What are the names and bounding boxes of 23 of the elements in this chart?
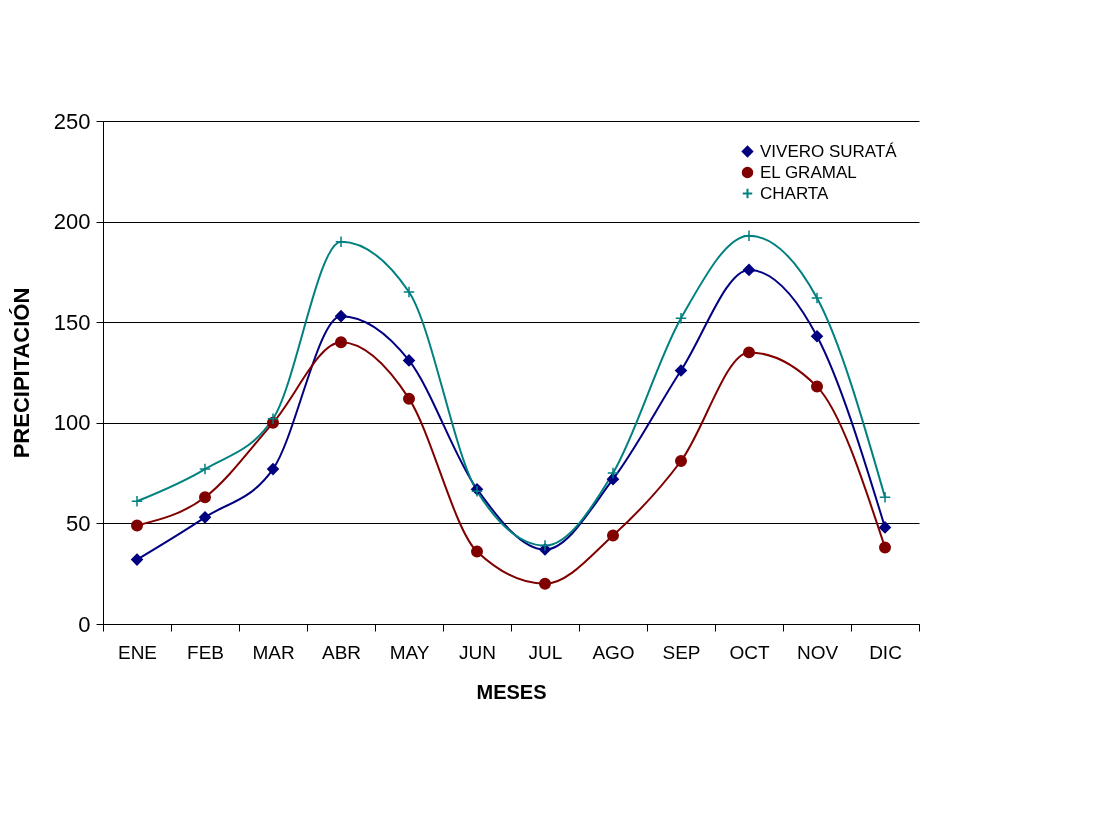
x-tick-label: DIC xyxy=(869,641,902,663)
x-tick-label: OCT xyxy=(729,641,770,663)
y-tick-label: 150 xyxy=(53,309,91,335)
legend-label: VIVERO SURATÁ xyxy=(760,141,898,161)
x-axis-title: MESES xyxy=(476,680,547,703)
y-tick-label: 200 xyxy=(53,209,91,235)
x-tick-label: MAY xyxy=(389,641,430,663)
y-axis-title: PRECIPITACIÓN xyxy=(8,287,34,459)
x-tick-label: ABR xyxy=(321,641,362,663)
y-tick-label: 250 xyxy=(53,108,91,134)
y-tick-label: 0 xyxy=(78,611,91,637)
legend-label: EL GRAMAL xyxy=(760,162,857,182)
x-tick-label: ENE xyxy=(117,641,158,663)
legend-label: CHARTA xyxy=(760,183,829,203)
x-tick-label: FEB xyxy=(187,641,224,663)
x-tick-label: JUL xyxy=(528,641,563,663)
x-tick-label: NOV xyxy=(796,641,839,663)
x-tick-label: AGO xyxy=(592,641,635,663)
y-tick-label: 50 xyxy=(66,510,91,536)
x-tick-label: SEP xyxy=(662,641,701,663)
x-tick-label: MAR xyxy=(252,641,295,663)
y-tick-label: 100 xyxy=(53,410,91,436)
x-tick-label: JUN xyxy=(459,641,496,663)
